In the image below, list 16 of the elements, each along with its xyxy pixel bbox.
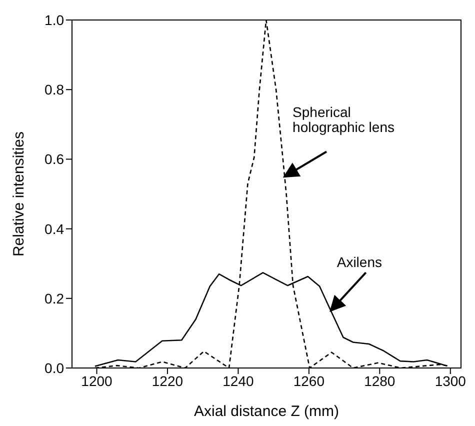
y-axis-title: Relative intensities — [10, 131, 28, 257]
x-tick-label: 1240 — [222, 372, 254, 389]
y-tick-label: 0.2 — [44, 290, 64, 306]
x-tick-label: 1260 — [293, 372, 325, 389]
annotation: Axilens — [336, 254, 383, 270]
x-tick-label: 1280 — [364, 372, 396, 389]
x-tick-label: 1300 — [434, 372, 466, 389]
x-axis-title: Axial distance Z (mm) — [194, 403, 340, 420]
x-tick-label: 1200 — [81, 372, 113, 389]
y-tick-label: 0.8 — [44, 82, 64, 98]
y-tick-label: 0.4 — [44, 220, 64, 237]
annotation: Spherical holographic lens — [292, 104, 396, 135]
y-tick-label: 1.0 — [44, 12, 64, 28]
y-tick-label: 0.6 — [44, 151, 64, 168]
y-tick-label: 0.0 — [44, 360, 64, 376]
x-tick-label: 1220 — [152, 372, 184, 389]
